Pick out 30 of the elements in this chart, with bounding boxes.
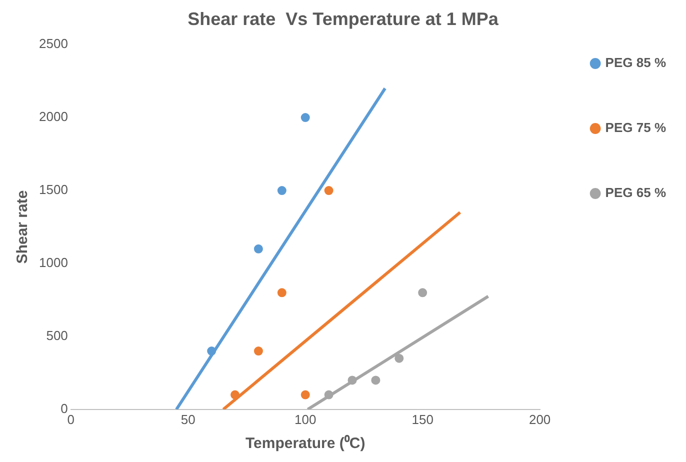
- point: [207, 346, 216, 356]
- y-axis-title: Shear rate: [14, 190, 32, 264]
- y-tick-label: 2500: [39, 36, 68, 52]
- point: [371, 376, 380, 385]
- x-tick-label: 200: [528, 412, 551, 427]
- x-tick-label: 100: [294, 412, 316, 427]
- legend-label: PEG 65 %: [605, 185, 666, 200]
- point: [348, 376, 357, 385]
- y-tick-label: 500: [46, 328, 68, 344]
- point: [254, 346, 263, 356]
- x-tick-label: 50: [180, 412, 196, 427]
- point: [300, 113, 310, 122]
- point: [324, 186, 334, 196]
- point: [418, 288, 428, 298]
- x-tick-label: 150: [412, 412, 434, 427]
- point: [300, 390, 310, 400]
- point: [324, 390, 334, 400]
- point: [230, 390, 240, 400]
- y-tick-label: 1000: [39, 255, 68, 270]
- legend-label: PEG 85 %: [605, 55, 666, 70]
- chart-title: Shear rate Vs Temperature at 1 MPa: [188, 8, 500, 29]
- y-tick-label: 1500: [39, 182, 68, 198]
- point: [254, 244, 263, 254]
- point: [394, 354, 404, 363]
- y-tick-label: 2000: [39, 109, 68, 124]
- legend-label: PEG 75 %: [605, 120, 666, 136]
- point: [277, 288, 286, 298]
- point: [277, 186, 286, 196]
- y-tick-label: 0: [60, 400, 68, 416]
- x-axis-title: Temperature (⁰C): [245, 434, 366, 452]
